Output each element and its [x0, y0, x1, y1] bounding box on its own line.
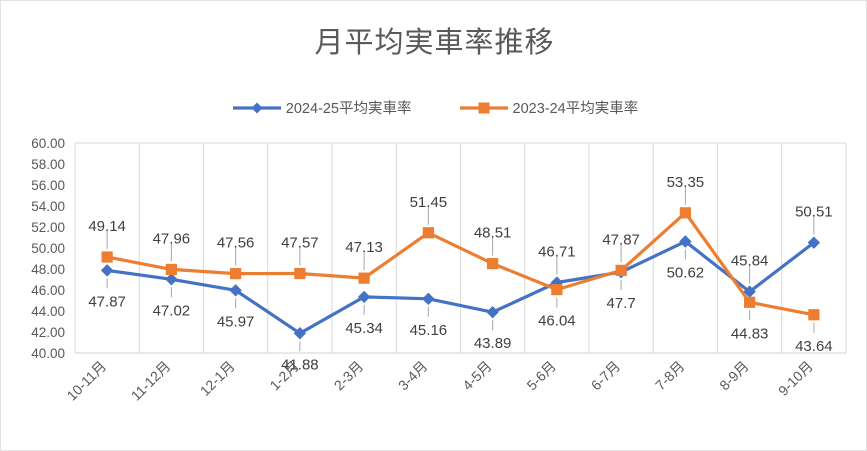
data-point-marker[interactable]	[165, 263, 177, 276]
series-line-1	[105, 239, 816, 335]
data-point-marker[interactable]	[615, 264, 627, 276]
legend-label-series-2: 2023-24平均実車率	[512, 101, 639, 117]
data-point-label: 48.51	[474, 225, 512, 242]
data-point-label: 47.02	[153, 302, 191, 319]
data-point-marker[interactable]	[422, 292, 435, 306]
x-axis-category-label: 8-9月	[716, 358, 752, 394]
data-point-label: 50.62	[667, 264, 705, 281]
data-point-marker[interactable]	[229, 284, 242, 297]
data-point-marker[interactable]	[743, 285, 756, 298]
data-point-marker[interactable]	[679, 207, 691, 219]
data-point-label: 49.14	[88, 218, 126, 235]
data-point-label: 47.57	[281, 235, 319, 252]
data-point-marker[interactable]	[551, 283, 563, 296]
data-point-label: 47.56	[217, 235, 255, 252]
data-point-label: 47.13	[345, 239, 383, 256]
data-point-marker[interactable]	[679, 235, 692, 248]
data-point-label: 43.64	[795, 338, 833, 355]
data-point-marker[interactable]	[357, 290, 371, 304]
data-point-label: 51.45	[410, 194, 448, 211]
y-axis-tick-label: 42.00	[31, 325, 65, 340]
data-point-marker[interactable]	[487, 258, 499, 270]
data-point-label: 53.35	[667, 174, 705, 191]
legend-label-series-1: 2024-25平均実車率	[285, 101, 412, 117]
y-axis-tick-label: 56.00	[31, 178, 65, 193]
data-point-marker[interactable]	[101, 251, 113, 263]
chart-legend: 2024-25平均実車率 2023-24平均実車率	[1, 97, 866, 118]
data-point-label: 45.34	[345, 320, 383, 337]
data-point-marker[interactable]	[808, 309, 820, 321]
data-point-label: 47.87	[602, 231, 640, 248]
series-line-2	[105, 211, 816, 317]
data-point-label: 47.7	[607, 295, 636, 312]
data-point-marker[interactable]	[358, 272, 370, 284]
legend-marker-square-icon	[459, 102, 508, 113]
data-point-label: 45.97	[217, 313, 255, 330]
y-axis-tick-label: 60.00	[31, 136, 65, 151]
data-point-marker[interactable]	[100, 264, 114, 277]
x-axis-category-label: 10-11月	[63, 358, 109, 404]
data-point-marker[interactable]	[294, 267, 306, 280]
legend-item-series-2[interactable]: 2023-24平均実車率	[458, 97, 639, 118]
data-point-label: 45.84	[731, 253, 769, 270]
y-axis-tick-label: 46.00	[31, 283, 65, 298]
data-point-label: 50.51	[795, 204, 833, 221]
data-point-label: 46.71	[538, 244, 576, 261]
data-point-marker[interactable]	[293, 327, 307, 340]
y-axis-tick-label: 54.00	[31, 199, 65, 214]
data-point-label: 43.89	[474, 335, 512, 352]
data-point-marker[interactable]	[486, 305, 499, 319]
x-axis-category-label: 9-10月	[775, 358, 816, 399]
data-point-label: 44.83	[731, 325, 769, 342]
x-axis-category-label: 11-12月	[128, 358, 174, 404]
data-point-label: 45.16	[410, 322, 448, 339]
data-point-label: 41.88	[281, 356, 319, 373]
y-axis-tick-label: 40.00	[31, 346, 65, 361]
x-axis-category-label: 12-1月	[197, 358, 238, 399]
x-axis-category-label: 5-6月	[523, 358, 559, 394]
data-point-label: 46.04	[538, 313, 576, 330]
data-point-marker[interactable]	[230, 268, 242, 280]
chart-title: 月平均実車率推移	[314, 27, 555, 59]
data-point-marker[interactable]	[744, 296, 756, 308]
x-axis-category-label: 6-7月	[588, 358, 624, 394]
y-axis-tick-label: 52.00	[31, 220, 65, 235]
y-axis-tick-label: 58.00	[31, 157, 65, 172]
data-point-label: 47.96	[153, 230, 191, 247]
x-axis-category-label: 4-5月	[459, 358, 495, 394]
data-point-marker[interactable]	[422, 227, 434, 239]
data-point-marker[interactable]	[807, 236, 821, 249]
x-axis-category-label: 3-4月	[395, 358, 431, 394]
legend-marker-diamond-icon	[232, 102, 281, 113]
data-point-label: 47.87	[88, 293, 126, 310]
x-axis-category-label: 2-3月	[331, 358, 367, 394]
x-axis-category-label: 7-8月	[652, 358, 688, 394]
y-axis-tick-label: 44.00	[31, 304, 65, 319]
y-axis-tick-label: 50.00	[31, 241, 65, 256]
y-axis-tick-label: 48.00	[31, 262, 65, 277]
data-point-marker[interactable]	[165, 273, 178, 286]
legend-item-series-1[interactable]: 2024-25平均実車率	[231, 97, 412, 118]
